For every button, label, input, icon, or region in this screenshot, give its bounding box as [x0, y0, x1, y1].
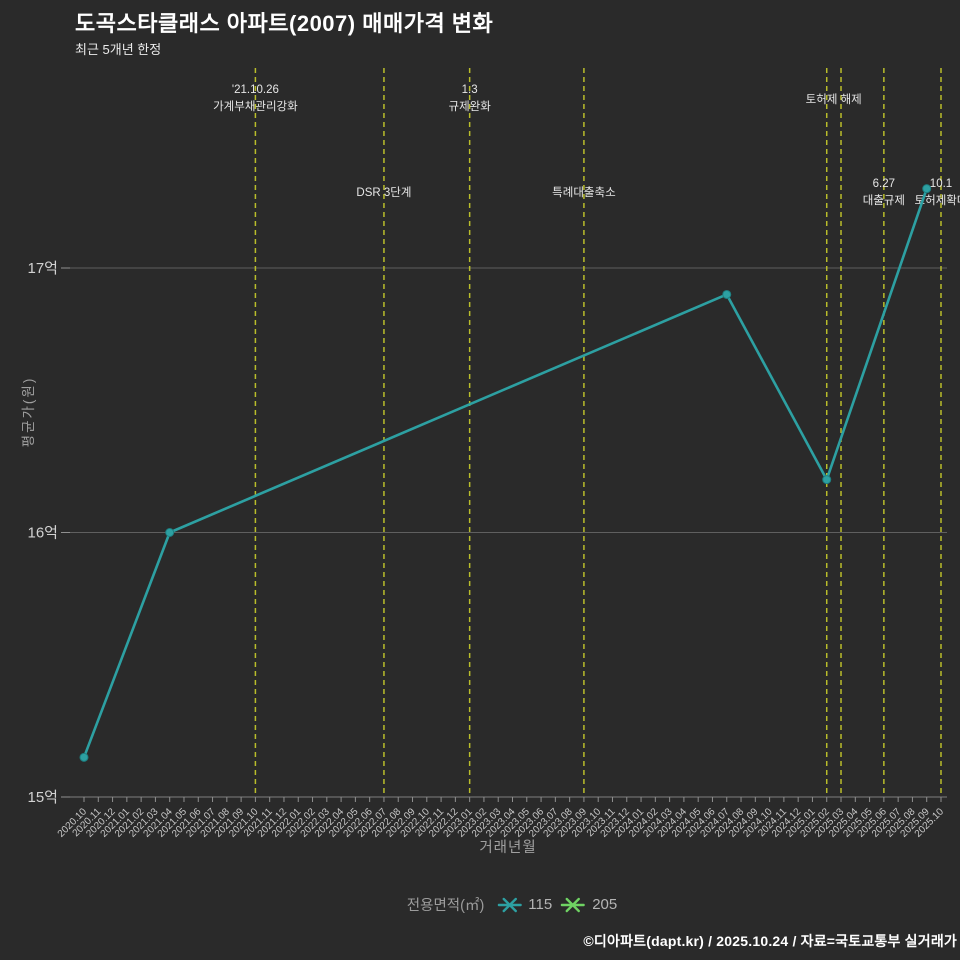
legend: 전용면적(㎡) 115 205: [407, 894, 617, 915]
credit-line: ©디아파트(dapt.kr) / 2025.10.24 / 자료=국토교통부 실…: [583, 933, 957, 949]
legend-label-205: 205: [592, 896, 618, 913]
data-point: [722, 289, 732, 299]
data-point: [79, 752, 89, 762]
y-tick-label: 16억: [28, 525, 59, 542]
data-point: [165, 528, 175, 537]
event-label: 6.27: [873, 178, 895, 190]
legend-label-115: 115: [528, 896, 553, 913]
y-tick-label: 15억: [28, 789, 59, 806]
event-label: 대출규제: [863, 194, 905, 207]
event-label: 1.3: [462, 84, 478, 96]
legend-title: 전용면적(㎡): [406, 898, 485, 914]
star-marker-icon: [561, 897, 586, 912]
event-label: 규제완화: [448, 100, 491, 113]
data-point: [922, 184, 932, 194]
event-label: 토허제확대: [915, 194, 960, 207]
event-label: 가계부채관리강화: [213, 100, 298, 113]
event-label: '21.10.26: [232, 84, 279, 96]
y-axis-title: 평균가(원): [21, 376, 36, 448]
data-point: [822, 475, 832, 485]
legend-item-205: 205: [561, 896, 617, 913]
event-label: 토허제 해제: [806, 93, 862, 106]
x-axis-title: 거래년월: [479, 840, 537, 856]
star-marker-icon: [497, 897, 522, 912]
legend-item-115: 115: [497, 896, 552, 913]
event-label: DSR 3단계: [356, 186, 411, 199]
event-label: 10.1: [930, 178, 952, 190]
event-label: 특례대출축소: [552, 186, 615, 199]
chart-subtitle: 최근 5개년 한정: [75, 42, 162, 57]
y-tick-label: 17억: [28, 260, 59, 277]
series-line-115: [82, 187, 929, 759]
chart-title: 도곡스타클래스 아파트(2007) 매매가격 변화: [75, 11, 494, 36]
